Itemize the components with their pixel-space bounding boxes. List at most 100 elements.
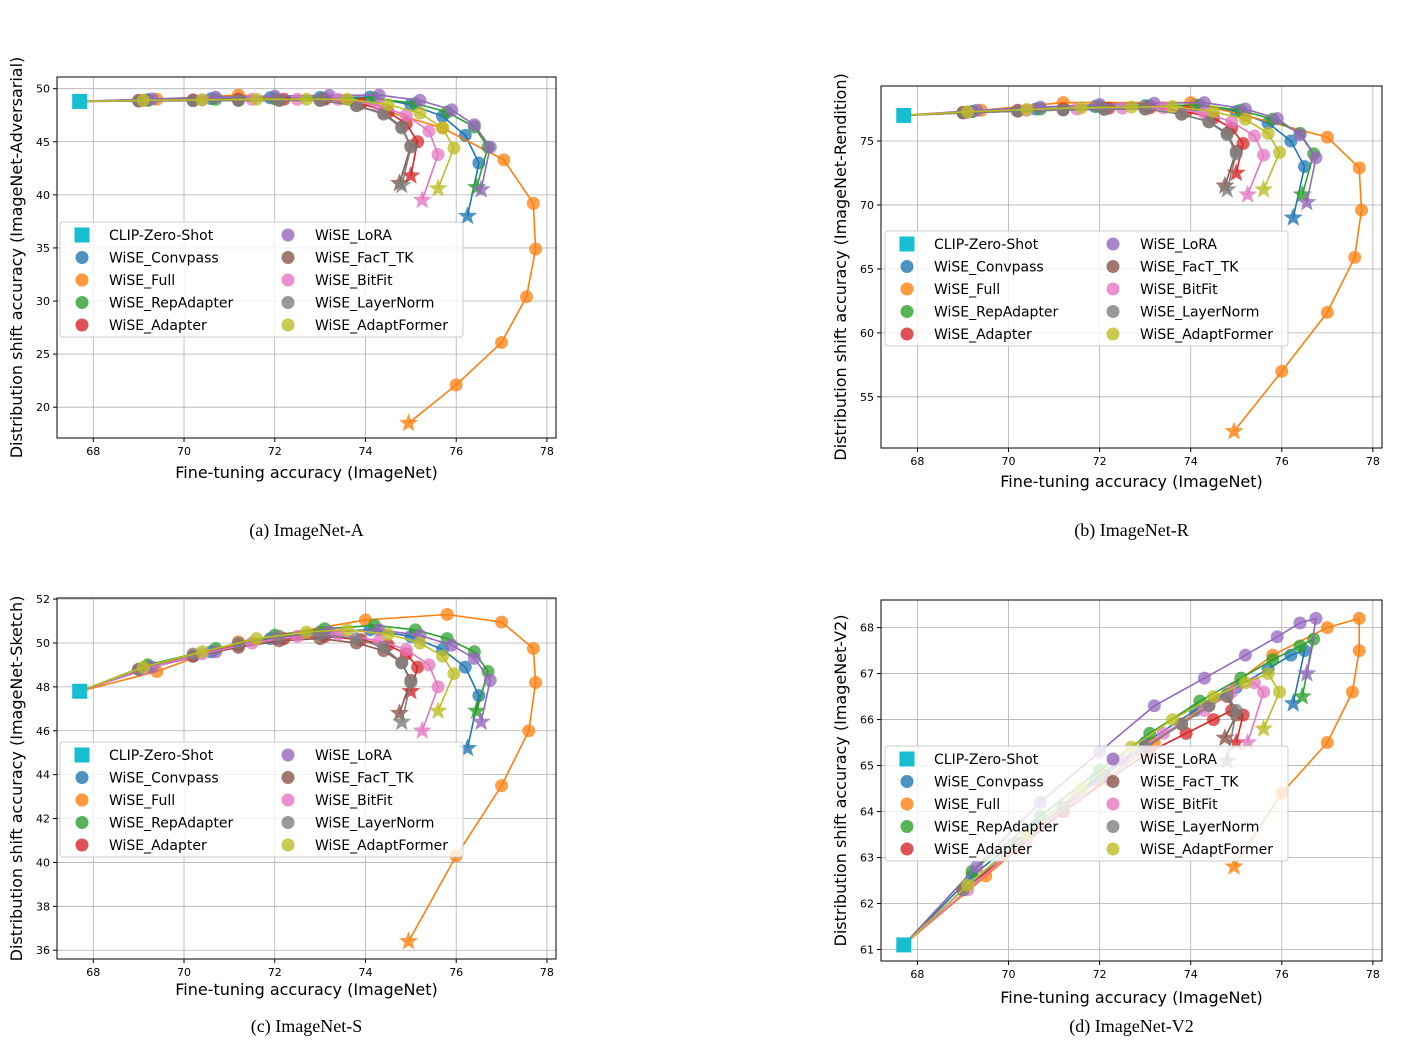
point-marker (1352, 161, 1366, 175)
legend-label: WiSE_RepAdapter (109, 816, 234, 832)
x-tick-label: 68 (86, 445, 100, 458)
series-line (903, 101, 1363, 432)
x-tick-label: 74 (358, 445, 372, 458)
point-marker (395, 121, 409, 135)
point-marker (349, 99, 363, 113)
y-tick-label: 62 (860, 898, 874, 911)
legend-marker (1106, 305, 1120, 318)
y-tick-label: 67 (860, 668, 874, 681)
legend-marker (900, 842, 914, 856)
figure-caption: (c) ImageNet-S (251, 1016, 362, 1037)
point-marker (529, 242, 543, 256)
zero-shot-marker (72, 93, 88, 109)
point-marker (447, 141, 461, 155)
point-marker (1320, 736, 1334, 750)
axes-frame (56, 76, 557, 439)
point-marker (1352, 611, 1366, 625)
legend-label: WiSE_Full (109, 273, 175, 289)
legend-label: WiSE_LoRA (1140, 237, 1217, 253)
zero-shot-marker (896, 937, 912, 953)
star-marker (1254, 179, 1274, 198)
legend-label: WiSE_FacT_TK (1140, 260, 1239, 276)
y-tick-label: 65 (860, 760, 874, 773)
star-marker (1226, 163, 1246, 182)
star-marker (428, 701, 448, 720)
point-marker (413, 93, 427, 107)
star-marker (1297, 663, 1317, 682)
y-tick-label: 64 (860, 806, 874, 819)
point-marker (349, 632, 363, 646)
legend-marker (1106, 327, 1120, 341)
legend-label: WiSE_Full (934, 797, 1000, 813)
y-tick-label: 30 (36, 295, 50, 308)
point-marker (422, 658, 436, 672)
point-marker (1097, 102, 1111, 116)
legend-label: WiSE_BitFit (315, 273, 393, 289)
point-marker (497, 153, 511, 167)
x-tick-label: 76 (1275, 455, 1289, 468)
point-marker (195, 645, 209, 659)
legend-label: WiSE_Adapter (934, 842, 1032, 858)
point-marker (483, 140, 497, 154)
star-marker (1224, 856, 1244, 875)
star-marker (401, 165, 421, 184)
y-tick-label: 46 (36, 725, 50, 738)
point-marker (1238, 648, 1252, 662)
point-marker (1320, 305, 1334, 319)
legend-box (884, 745, 1289, 862)
series-WiSE_AdaptFormer (903, 99, 1287, 198)
y-tick-label: 61 (860, 944, 874, 957)
point-marker (1238, 102, 1252, 116)
zero-shot-marker (72, 683, 88, 699)
x-tick-label: 78 (1366, 968, 1380, 981)
point-marker (529, 675, 543, 689)
chart-panel-1: 68 70 72 74 76 78 55 60 65 70 75 Fine-tuning accura… (831, 73, 1383, 541)
star-marker (471, 712, 491, 731)
point-marker (1238, 676, 1252, 690)
y-tick-label: 60 (860, 327, 874, 340)
point-marker (1033, 100, 1047, 114)
x-tick-label: 76 (449, 445, 463, 458)
point-marker (467, 651, 481, 665)
legend-marker (281, 771, 295, 784)
point-marker (1298, 160, 1312, 174)
legend: CLIP-Zero-Shot WiSE_Convpass WiSE_Full WiSE… (884, 745, 1289, 862)
series-line (903, 108, 1238, 187)
star-marker (1292, 184, 1312, 203)
point-marker (1238, 112, 1252, 126)
figure-caption: (d) ImageNet-V2 (1069, 1016, 1193, 1037)
point-marker (526, 641, 540, 655)
point-marker (1284, 134, 1298, 148)
legend-label: WiSE_Full (109, 793, 175, 809)
x-tick-label: 72 (1093, 455, 1107, 468)
point-marker (209, 90, 223, 104)
point-marker (522, 724, 536, 738)
y-tick-label: 40 (36, 189, 50, 202)
legend-label: WiSE_Adapter (934, 327, 1032, 343)
legend-label: WiSE_BitFit (1140, 282, 1218, 298)
legend-marker (281, 228, 295, 242)
series-line (79, 97, 489, 188)
legend-label: CLIP-Zero-Shot (934, 752, 1039, 768)
legend-marker (281, 793, 295, 807)
legend-marker (900, 260, 914, 273)
series-line (79, 94, 492, 190)
legend-label: WiSE_AdaptFormer (315, 318, 448, 334)
legend-label: WiSE_AdaptFormer (1140, 327, 1273, 343)
legend-label: WiSE_FacT_TK (315, 251, 414, 267)
legend-label: CLIP-Zero-Shot (109, 228, 214, 244)
point-marker (1220, 128, 1234, 142)
point-marker (1147, 699, 1161, 713)
legend-box (59, 741, 464, 858)
point-marker (1165, 99, 1179, 113)
legend-marker (1106, 752, 1120, 766)
x-tick-label: 68 (910, 968, 924, 981)
star-marker (412, 190, 432, 209)
star-marker (1238, 184, 1258, 203)
point-marker (340, 623, 354, 637)
legend-label: WiSE_Convpass (934, 775, 1044, 791)
point-marker (195, 93, 209, 107)
y-tick-label: 63 (860, 852, 874, 865)
figure-caption: (a) ImageNet-A (249, 520, 363, 541)
point-marker (136, 93, 150, 107)
